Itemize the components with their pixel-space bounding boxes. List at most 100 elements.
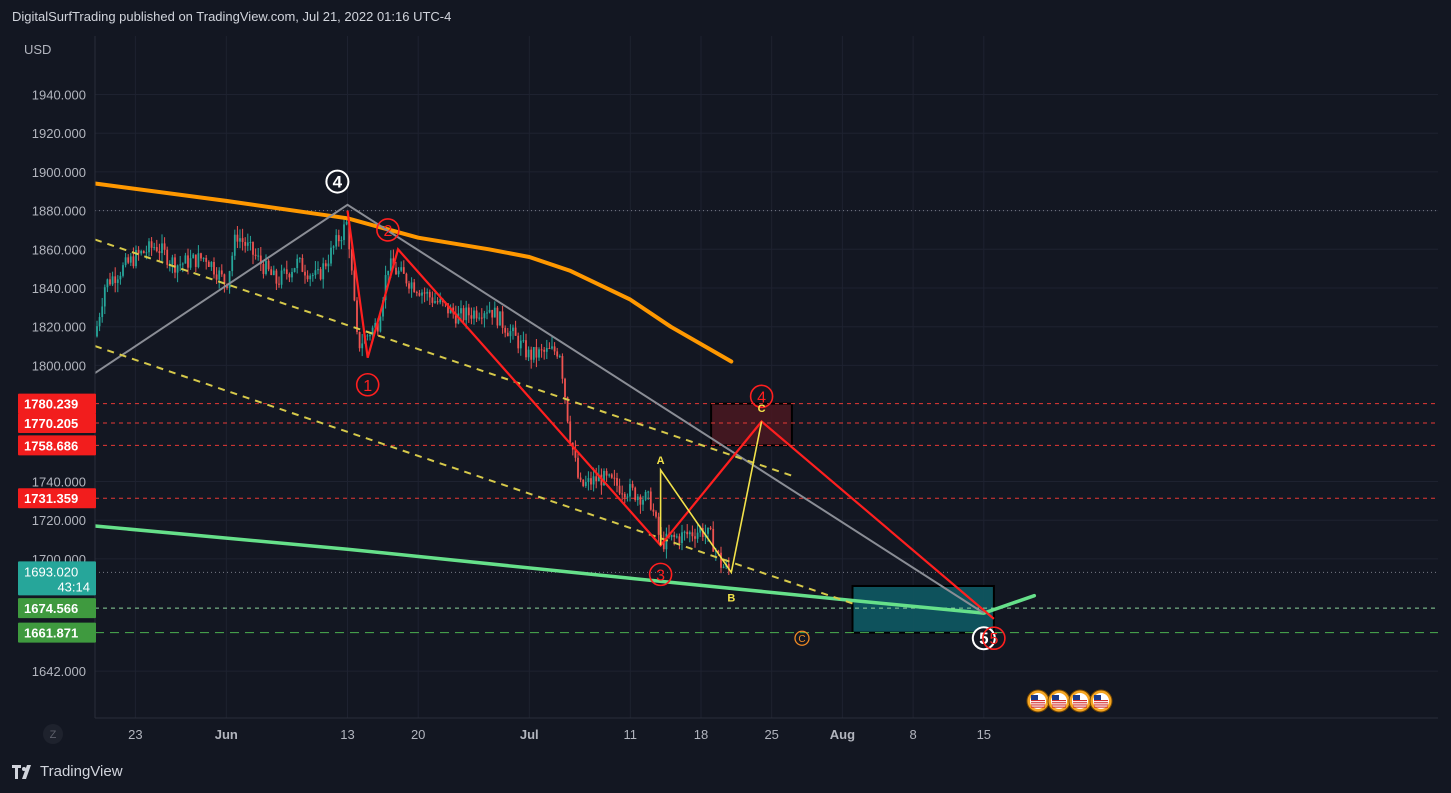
candle-body [187, 255, 189, 268]
candle-body [623, 493, 626, 498]
price-tag-label: 1780.239 [24, 397, 78, 412]
candle-body [236, 234, 239, 242]
candle-body [304, 271, 306, 276]
candle-body [447, 303, 449, 314]
event-icon-stripe [1073, 702, 1087, 704]
channel-line-dashed [94, 238, 793, 477]
candle-body [506, 332, 509, 337]
event-icon-stripe [1031, 704, 1045, 706]
candle-body [566, 397, 569, 422]
event-icons[interactable] [1026, 689, 1113, 713]
candle-body [192, 254, 195, 259]
candle-body [116, 279, 119, 283]
candle-body [127, 257, 130, 263]
candle-body [486, 312, 488, 314]
candle-body [340, 240, 343, 242]
current-price-label: 1693.020 [24, 564, 78, 579]
candle-body [119, 275, 122, 280]
candle-body [488, 309, 491, 313]
wave-label-text: 4 [333, 173, 343, 192]
candle-body [397, 270, 400, 275]
candle-body [712, 528, 715, 552]
candle-body [538, 349, 540, 358]
tradingview-logo-text: TradingView [40, 763, 123, 780]
candle-body [257, 255, 260, 257]
us-flag-icon[interactable] [1089, 689, 1113, 713]
candle-body [306, 275, 309, 280]
candle-body [460, 308, 462, 314]
price-tags: 1780.239 1770.205 1758.686 1731.359 1674.566… [18, 393, 96, 643]
us-flag-icon[interactable] [1026, 689, 1050, 713]
price-tag [18, 488, 96, 509]
candle-body [670, 534, 673, 538]
chart-footer: TradingView [0, 752, 1451, 793]
wave-label-circle [355, 372, 380, 397]
candle-body [228, 271, 231, 288]
candle-body [361, 343, 364, 349]
wave-label-circle [749, 384, 774, 409]
candle-body [145, 252, 148, 254]
time-axis[interactable]: 23 Jun 13 20 Jul 11 18 25 Aug 8 15 Z [13, 717, 1438, 752]
time-tick-label: 20 [411, 727, 425, 742]
time-tick-label: 23 [128, 727, 142, 742]
price-tag-label: 1661.871 [24, 626, 78, 641]
target-zone [851, 584, 995, 634]
candle-body [132, 256, 135, 267]
time-axis-bg [13, 718, 1438, 752]
candle-body [657, 516, 660, 535]
candle-body [413, 282, 416, 293]
candle-body [280, 270, 283, 285]
candle-body [140, 251, 143, 254]
candle-body [465, 307, 468, 321]
candle-body [322, 263, 325, 280]
price-tick-label: 1920.000 [32, 126, 86, 141]
wave-label-circle [794, 630, 810, 646]
scale-toggle-label: Z [50, 729, 57, 741]
wave-label-circle [376, 218, 400, 242]
candle-body [629, 484, 631, 497]
scale-toggle-button[interactable] [43, 724, 63, 744]
us-flag-icon[interactable] [1068, 689, 1092, 713]
candle-body [480, 317, 483, 319]
candle-body [616, 478, 618, 486]
candle-body [564, 378, 566, 398]
candle-body [553, 346, 556, 352]
tradingview-logo[interactable]: TradingView [12, 763, 123, 780]
candle-body [634, 487, 637, 501]
wave-label-text: C [798, 634, 805, 645]
wave-label-text: B [727, 593, 735, 605]
candle-body [207, 261, 210, 267]
wave-label-text: C [758, 403, 766, 415]
candle-body [673, 534, 676, 538]
candle-body [189, 258, 192, 268]
candle-body [285, 269, 288, 275]
candle-body [405, 273, 408, 284]
candle-body [717, 550, 720, 553]
candle-body [545, 348, 548, 352]
candle-body [478, 317, 481, 319]
candle-body [335, 235, 338, 247]
candle-body [603, 470, 605, 486]
trend-lines [94, 203, 985, 614]
candle-body [350, 249, 353, 271]
price-tag-label: 1731.359 [24, 491, 78, 506]
candle-body [426, 291, 429, 294]
time-tick-label: Aug [830, 727, 855, 742]
price-tag [18, 393, 96, 414]
candle-body [223, 274, 226, 285]
candle-body [371, 327, 374, 336]
price-tag [18, 598, 96, 619]
candle-body [158, 251, 161, 254]
candle-body [272, 270, 275, 276]
candle-body [111, 276, 114, 285]
candle-body [254, 254, 257, 256]
us-flag-icon[interactable] [1047, 689, 1071, 713]
event-icon-stripe [1031, 702, 1045, 704]
candle-body [522, 340, 525, 342]
candle-body [707, 527, 709, 534]
event-icon-stripe [1052, 704, 1066, 706]
candle-body [540, 349, 543, 351]
candle-body [496, 307, 499, 326]
candle-body [681, 532, 683, 544]
